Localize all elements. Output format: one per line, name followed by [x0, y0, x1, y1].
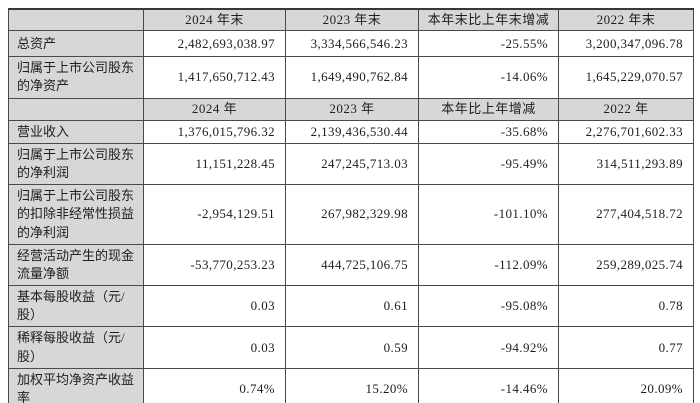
table-header-row-yearend: 2024 年末 2023 年末 本年末比上年末增减 2022 年末	[8, 8, 694, 32]
header-cell-2022: 2022 年	[558, 97, 694, 121]
cell-value: -95.08%	[418, 285, 559, 328]
cell-value: 2,276,701,602.33	[558, 119, 694, 144]
header-cell-yoy-change: 本年比上年增减	[418, 97, 559, 121]
cell-value: 15.20%	[285, 367, 419, 403]
row-label: 加权平均净资产收益率	[8, 367, 144, 403]
cell-value: -35.68%	[418, 119, 559, 144]
header-cell-2023-yearend: 2023 年末	[285, 8, 419, 32]
header-cell-2024-yearend: 2024 年末	[143, 8, 286, 32]
cell-value: 259,289,025.74	[558, 243, 694, 287]
row-label: 总资产	[8, 30, 144, 58]
cell-value: -2,954,129.51	[143, 184, 286, 245]
cell-value: 314,511,293.89	[558, 142, 694, 186]
table-row-net-assets: 归属于上市公司股东的净资产 1,417,650,712.43 1,649,490…	[8, 56, 694, 99]
row-label: 归属于上市公司股东的净资产	[8, 56, 144, 99]
cell-value: 1,645,229,070.57	[558, 56, 694, 99]
table-row-basic-eps: 基本每股收益（元/股） 0.03 0.61 -95.08% 0.78	[8, 285, 694, 328]
table-row-weighted-avg-roe: 加权平均净资产收益率 0.74% 15.20% -14.46% 20.09%	[8, 367, 694, 403]
cell-value: -53,770,253.23	[143, 243, 286, 287]
cell-value: 3,200,347,096.78	[558, 30, 694, 58]
cell-value: 444,725,106.75	[285, 243, 419, 287]
cell-value: 1,649,490,762.84	[285, 56, 419, 99]
cell-value: -14.06%	[418, 56, 559, 99]
financial-summary-table: 2024 年末 2023 年末 本年末比上年末增减 2022 年末 总资产 2,…	[8, 8, 694, 403]
row-label: 营业收入	[8, 119, 144, 144]
table-row-diluted-eps: 稀释每股收益（元/股） 0.03 0.59 -94.92% 0.77	[8, 326, 694, 369]
cell-value: -101.10%	[418, 184, 559, 245]
table-row-net-profit-excl-nonrecurring: 归属于上市公司股东的扣除非经常性损益的净利润 -2,954,129.51 267…	[8, 184, 694, 245]
cell-value: 2,139,436,530.44	[285, 119, 419, 144]
cell-value: -94.92%	[418, 326, 559, 369]
header-cell-2023: 2023 年	[285, 97, 419, 121]
header-cell-empty	[8, 8, 144, 32]
table-header-row-annual: 2024 年 2023 年 本年比上年增减 2022 年	[8, 97, 694, 121]
header-cell-2024: 2024 年	[143, 97, 286, 121]
cell-value: 247,245,713.03	[285, 142, 419, 186]
cell-value: 277,404,518.72	[558, 184, 694, 245]
cell-value: 1,417,650,712.43	[143, 56, 286, 99]
row-label: 基本每股收益（元/股）	[8, 285, 144, 328]
header-cell-empty	[8, 97, 144, 121]
row-label: 经营活动产生的现金流量净额	[8, 243, 144, 287]
cell-value: 0.59	[285, 326, 419, 369]
header-cell-yoy-yearend-change: 本年末比上年末增减	[418, 8, 559, 32]
cell-value: 267,982,329.98	[285, 184, 419, 245]
cell-value: 0.61	[285, 285, 419, 328]
table-row-total-assets: 总资产 2,482,693,038.97 3,334,566,546.23 -2…	[8, 30, 694, 58]
cell-value: 20.09%	[558, 367, 694, 403]
cell-value: 0.74%	[143, 367, 286, 403]
table-row-revenue: 营业收入 1,376,015,796.32 2,139,436,530.44 -…	[8, 119, 694, 144]
cell-value: 2,482,693,038.97	[143, 30, 286, 58]
cell-value: 11,151,228.45	[143, 142, 286, 186]
table-row-net-profit: 归属于上市公司股东的净利润 11,151,228.45 247,245,713.…	[8, 142, 694, 186]
cell-value: -14.46%	[418, 367, 559, 403]
cell-value: 1,376,015,796.32	[143, 119, 286, 144]
row-label: 归属于上市公司股东的扣除非经常性损益的净利润	[8, 184, 144, 245]
row-label: 归属于上市公司股东的净利润	[8, 142, 144, 186]
cell-value: 0.03	[143, 326, 286, 369]
cell-value: -112.09%	[418, 243, 559, 287]
row-label: 稀释每股收益（元/股）	[8, 326, 144, 369]
cell-value: 0.78	[558, 285, 694, 328]
header-cell-2022-yearend: 2022 年末	[558, 8, 694, 32]
cell-value: -95.49%	[418, 142, 559, 186]
cell-value: -25.55%	[418, 30, 559, 58]
cell-value: 0.77	[558, 326, 694, 369]
cell-value: 0.03	[143, 285, 286, 328]
table-row-operating-cash-flow: 经营活动产生的现金流量净额 -53,770,253.23 444,725,106…	[8, 243, 694, 287]
cell-value: 3,334,566,546.23	[285, 30, 419, 58]
